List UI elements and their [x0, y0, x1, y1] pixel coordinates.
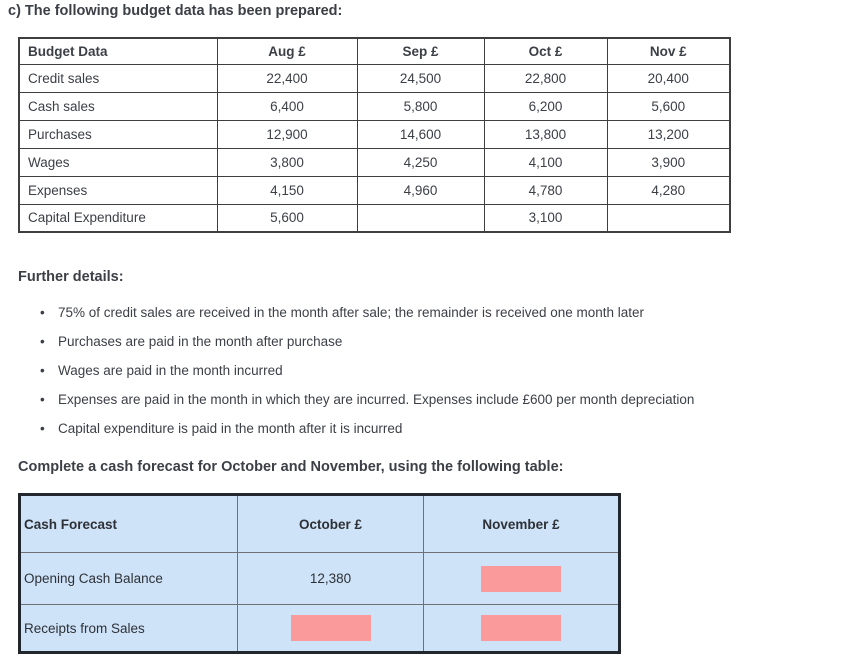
page-title: c) The following budget data has been pr…	[8, 3, 343, 19]
row-label: Wages	[18, 147, 218, 177]
value-cell: 3,800	[216, 147, 358, 177]
opening-balance-november-input[interactable]	[481, 565, 561, 592]
bullet-item: Capital expenditure is paid in the month…	[40, 414, 867, 443]
bullet-item: 75% of credit sales are received in the …	[40, 298, 867, 327]
instruction-text: Complete a cash forecast for October and…	[18, 459, 564, 475]
column-header-nov: Nov £	[606, 37, 731, 65]
row-label: Purchases	[18, 119, 218, 149]
opening-balance-november-cell	[423, 552, 620, 605]
bullet-item: Wages are paid in the month incurred	[40, 356, 867, 385]
value-cell: 4,780	[483, 175, 608, 205]
value-cell: 4,280	[606, 175, 731, 205]
value-cell: 4,150	[216, 175, 358, 205]
value-cell: 4,960	[356, 175, 485, 205]
table-row: Expenses 4,150 4,960 4,780 4,280	[18, 175, 731, 205]
value-cell: 12,900	[216, 119, 358, 149]
column-header-october: October £	[237, 494, 424, 553]
row-label: Cash sales	[18, 91, 218, 121]
value-cell: 13,800	[483, 119, 608, 149]
column-header-budget-data: Budget Data	[18, 37, 218, 65]
column-header-sep: Sep £	[356, 37, 485, 65]
value-cell: 22,400	[216, 63, 358, 93]
value-cell: 20,400	[606, 63, 731, 93]
table-row: Cash sales 6,400 5,800 6,200 5,600	[18, 91, 731, 121]
column-header-november: November £	[423, 494, 620, 553]
further-details-list: 75% of credit sales are received in the …	[0, 298, 867, 443]
table-row: Capital Expenditure 5,600 3,100	[18, 203, 731, 233]
row-label: Opening Cash Balance	[19, 552, 238, 605]
value-cell: 22,800	[483, 63, 608, 93]
table-row: Receipts from Sales	[19, 604, 620, 653]
budget-data-table: Budget Data Aug £ Sep £ Oct £ Nov £ Cred…	[18, 37, 731, 233]
value-cell: 5,600	[606, 91, 731, 121]
row-label: Receipts from Sales	[19, 604, 238, 653]
opening-balance-october-value: 12,380	[237, 552, 424, 605]
cash-forecast-title: Cash Forecast	[19, 494, 238, 553]
table-row: Credit sales 22,400 24,500 22,800 20,400	[18, 63, 731, 93]
column-header-oct: Oct £	[483, 37, 608, 65]
value-cell: 14,600	[356, 119, 485, 149]
cash-forecast-table: Cash Forecast October £ November £ Openi…	[18, 493, 621, 654]
value-cell: 24,500	[356, 63, 485, 93]
value-cell	[356, 203, 485, 233]
cash-forecast-header-row: Cash Forecast October £ November £	[19, 494, 620, 553]
further-details-label: Further details:	[18, 269, 124, 285]
value-cell: 13,200	[606, 119, 731, 149]
budget-table-header-row: Budget Data Aug £ Sep £ Oct £ Nov £	[18, 37, 731, 65]
value-cell: 3,900	[606, 147, 731, 177]
bullet-item: Expenses are paid in the month in which …	[40, 385, 867, 414]
row-label: Expenses	[18, 175, 218, 205]
value-cell: 4,100	[483, 147, 608, 177]
receipts-november-cell	[423, 604, 620, 653]
receipts-november-input[interactable]	[481, 615, 561, 641]
value-cell: 4,250	[356, 147, 485, 177]
bullet-item: Purchases are paid in the month after pu…	[40, 327, 867, 356]
table-row: Opening Cash Balance 12,380	[19, 552, 620, 605]
receipts-october-cell	[237, 604, 424, 653]
column-header-aug: Aug £	[216, 37, 358, 65]
value-cell: 6,400	[216, 91, 358, 121]
value-cell: 3,100	[483, 203, 608, 233]
value-cell: 5,800	[356, 91, 485, 121]
table-row: Wages 3,800 4,250 4,100 3,900	[18, 147, 731, 177]
value-cell: 6,200	[483, 91, 608, 121]
receipts-october-input[interactable]	[290, 615, 371, 641]
worksheet-page: c) The following budget data has been pr…	[0, 3, 867, 654]
value-cell	[606, 203, 731, 233]
row-label: Capital Expenditure	[18, 203, 218, 233]
row-label: Credit sales	[18, 63, 218, 93]
table-row: Purchases 12,900 14,600 13,800 13,200	[18, 119, 731, 149]
value-cell: 5,600	[216, 203, 358, 233]
